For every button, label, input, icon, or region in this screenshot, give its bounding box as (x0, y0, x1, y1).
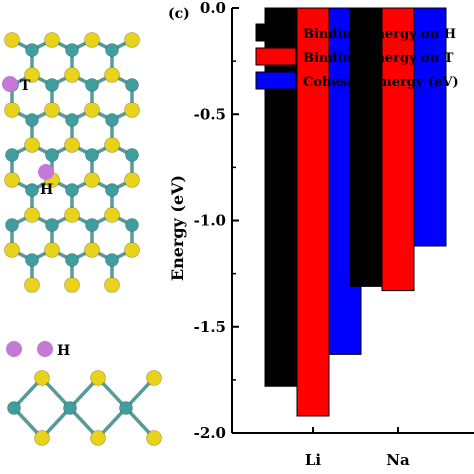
legend-swatch-1 (255, 23, 297, 42)
chalcogen-atom (104, 137, 120, 153)
chalcogen-atom (24, 137, 40, 153)
adatom-top-site (2, 76, 18, 92)
metal-atom (25, 253, 39, 267)
y-tick-label: -1.5 (194, 318, 226, 336)
y-ticks: 0.0 -0.5 -1.0 -1.5 -2.0 (194, 0, 239, 442)
bar-na-series-3 (413, 7, 447, 247)
metal-atom (45, 148, 59, 162)
chalcogen-atom (84, 172, 100, 188)
chalcogen-atom (4, 32, 20, 48)
chalcogen-atom (84, 242, 100, 258)
chalcogen-atom (24, 207, 40, 223)
site-label-hollow-side: H (57, 343, 70, 359)
metal-atom (85, 148, 99, 162)
metal-atom (5, 148, 19, 162)
y-tick-label: 0.0 (200, 0, 226, 17)
chalcogen-atom (44, 102, 60, 118)
chalcogen-atom (104, 277, 120, 293)
y-tick-label: -0.5 (194, 105, 226, 123)
metal-atom (125, 78, 139, 92)
metal-atom (65, 113, 79, 127)
x-ticks: Li Na (305, 427, 410, 469)
y-axis-title: Energy (eV) (168, 175, 187, 281)
metal-atom (25, 113, 39, 127)
side-chalcogen-atom (146, 430, 162, 446)
chalcogen-atom (4, 242, 20, 258)
chalcogen-atom (124, 102, 140, 118)
side-chalcogen-atom (34, 370, 50, 386)
metal-atom (125, 218, 139, 232)
adatom-hollow-site (38, 164, 54, 180)
chalcogen-atom (24, 277, 40, 293)
chalcogen-atom (84, 102, 100, 118)
metal-atom (85, 78, 99, 92)
side-metal-atom (7, 401, 21, 415)
side-chalcogen-atom (34, 430, 50, 446)
metal-atom (105, 113, 119, 127)
side-chalcogen-atom (90, 370, 106, 386)
chalcogen-atom (4, 172, 20, 188)
adatom-side-top (6, 341, 22, 357)
chalcogen-atom (124, 242, 140, 258)
legend-label-1: Binding Energy on H (303, 27, 456, 42)
metal-atom (65, 183, 79, 197)
bar-li-series-2 (296, 7, 330, 417)
site-label-hollow: H (40, 182, 53, 198)
metal-atom (65, 253, 79, 267)
legend: Binding Energy on H Binding Energy on T Co… (255, 23, 459, 90)
bar-na-series-2 (381, 7, 415, 292)
metal-atom (5, 218, 19, 232)
y-tick-label: -2.0 (194, 424, 226, 442)
legend-swatch-2 (255, 47, 297, 66)
x-tick-label-li: Li (305, 451, 322, 469)
chalcogen-atom (64, 67, 80, 83)
legend-label-3: Cohesive Energy (eV) (303, 75, 459, 90)
chalcogen-atom (104, 207, 120, 223)
side-metal-atom (63, 401, 77, 415)
y-tick-label: -1.0 (194, 212, 226, 230)
bars (264, 7, 447, 417)
chalcogen-atom (84, 32, 100, 48)
side-view (6, 341, 162, 446)
metal-atom (105, 183, 119, 197)
chalcogen-atom (64, 207, 80, 223)
bar-li-series-1 (264, 7, 298, 387)
adatom-side-hollow (37, 341, 53, 357)
chalcogen-atom (44, 32, 60, 48)
metal-atom (45, 218, 59, 232)
bar-na-series-1 (349, 7, 383, 287)
chalcogen-atom (124, 172, 140, 188)
metal-atom (105, 253, 119, 267)
chalcogen-atom (44, 242, 60, 258)
panel-label: (c) (168, 6, 190, 22)
site-label-top: T (20, 78, 31, 94)
legend-swatch-3 (255, 71, 297, 90)
metal-atom (45, 78, 59, 92)
chalcogen-atom (4, 102, 20, 118)
metal-atom (65, 43, 79, 57)
energy-bar-chart: 0.0 -0.5 -1.0 -1.5 -2.0 Li Na (c) Energy (eV)… (168, 0, 474, 469)
legend-label-2: Binding Energy on T (303, 51, 454, 66)
chalcogen-atom (24, 67, 40, 83)
chalcogen-atom (124, 32, 140, 48)
side-chalcogen-atom (90, 430, 106, 446)
metal-atom (25, 43, 39, 57)
chalcogen-atom (64, 137, 80, 153)
chalcogen-atom (104, 67, 120, 83)
metal-atom (125, 148, 139, 162)
x-tick-label-na: Na (386, 451, 410, 469)
side-metal-atom (119, 401, 133, 415)
metal-atom (25, 183, 39, 197)
metal-atom (105, 43, 119, 57)
atoms (2, 32, 140, 293)
atomic-structure-illustration (2, 32, 162, 446)
side-chalcogen-atom (146, 370, 162, 386)
metal-atom (85, 218, 99, 232)
chalcogen-atom (64, 277, 80, 293)
